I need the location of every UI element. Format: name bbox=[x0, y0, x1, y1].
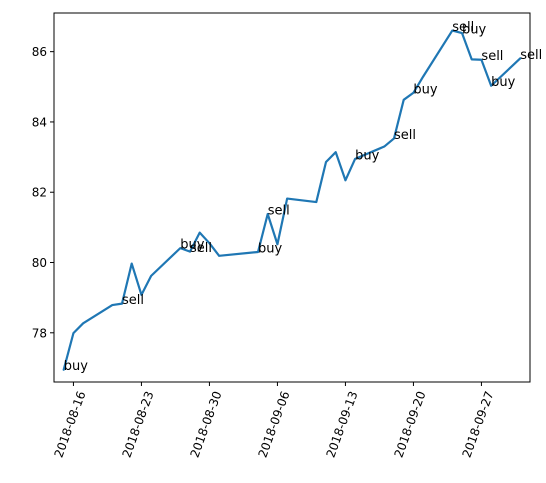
axes-frame bbox=[53, 12, 531, 383]
x-tick-label: 2018-08-23 bbox=[120, 389, 157, 459]
annotation-buy: buy bbox=[462, 23, 486, 38]
x-axis: 2018-08-16 2018-08-23 2018-08-30 2018-09-06… bbox=[52, 382, 497, 460]
y-tick-label: 82 bbox=[32, 186, 47, 200]
x-tick-label: 2018-08-30 bbox=[188, 389, 225, 459]
y-tick-label: 78 bbox=[32, 326, 47, 340]
annotation-sell: sell bbox=[481, 49, 503, 64]
x-tick-label: 2018-09-06 bbox=[256, 389, 293, 459]
y-tick-label: 84 bbox=[32, 115, 47, 129]
series-line-price bbox=[62, 29, 522, 371]
annotation-buy: buy bbox=[491, 75, 515, 90]
y-tick-label: 80 bbox=[32, 256, 47, 270]
annotation-buy: buy bbox=[355, 148, 379, 163]
annotation-buy: buy bbox=[413, 82, 437, 97]
annotation-sell: sell bbox=[190, 241, 212, 256]
y-axis: 78 80 82 84 86 bbox=[32, 45, 54, 340]
x-tick-label: 2018-08-16 bbox=[52, 389, 89, 459]
x-tick-label: 2018-09-13 bbox=[324, 389, 361, 459]
annotation-sell: sell bbox=[452, 20, 474, 35]
annotation-sell: sell bbox=[394, 128, 416, 143]
annotation-buy: buy bbox=[258, 241, 282, 256]
annotation-sell: sell bbox=[122, 293, 144, 308]
annotation-buy: buy bbox=[64, 359, 88, 374]
x-tick-label: 2018-09-27 bbox=[460, 389, 497, 459]
y-tick-label: 86 bbox=[32, 45, 47, 59]
annotation-buy: buy bbox=[180, 238, 204, 253]
x-tick-label: 2018-09-20 bbox=[392, 389, 429, 459]
annotation-sell: sell bbox=[520, 48, 542, 63]
annotation-sell: sell bbox=[268, 204, 290, 219]
